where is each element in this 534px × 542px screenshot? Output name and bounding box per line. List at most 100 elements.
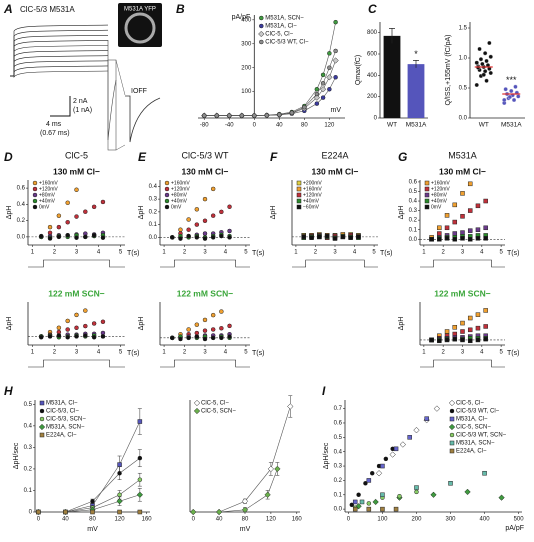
y-tick-label: 0.5 — [24, 402, 33, 408]
point — [219, 233, 224, 239]
y-tick-label: 0.4 — [149, 184, 158, 190]
point — [74, 187, 79, 192]
bar — [407, 64, 425, 118]
point — [397, 493, 402, 499]
point — [452, 336, 458, 342]
point — [186, 233, 191, 239]
legend-label: M531A, SCN− — [46, 425, 85, 431]
point — [74, 214, 79, 219]
scale-y-alt: (1 nA) — [73, 107, 92, 114]
point — [460, 214, 465, 219]
point — [467, 181, 473, 187]
point — [202, 336, 208, 342]
legend-marker — [424, 180, 430, 186]
x-tick-label: 80 — [301, 123, 308, 129]
point — [475, 203, 481, 209]
y-tick-label: 0.4 — [24, 423, 33, 429]
x-tick-label: 0 — [37, 517, 41, 523]
legend-label: E224A, Cl− — [46, 433, 77, 439]
legend-label: M531A, Cl− — [456, 417, 488, 423]
chart-title: ClC-5 — [65, 150, 88, 160]
current-trace — [10, 70, 109, 78]
point — [186, 327, 191, 332]
point — [393, 446, 399, 452]
point — [380, 463, 385, 469]
point — [38, 233, 44, 239]
point — [100, 334, 106, 339]
point — [90, 498, 95, 504]
point — [511, 97, 517, 103]
legend-label: +40mV — [303, 198, 320, 204]
y-tick-label: 0.2 — [409, 218, 418, 224]
y-tick-label: 0.1 — [334, 492, 343, 498]
point — [215, 508, 223, 516]
y-axis-label: Qmax(fC) — [355, 55, 362, 85]
point — [327, 87, 332, 92]
point — [100, 319, 106, 325]
point — [433, 405, 441, 412]
point — [241, 506, 249, 513]
x-axis-label: pA/pF — [505, 525, 524, 532]
point — [482, 69, 488, 74]
x-tick-label: 5 — [372, 250, 376, 256]
point — [194, 334, 200, 339]
point — [503, 87, 508, 92]
panel-label: I — [322, 384, 326, 398]
x-tick-label: 2 — [53, 250, 57, 256]
point — [383, 456, 389, 462]
chart-title: E224A — [321, 150, 348, 160]
x-tick-label: 1 — [422, 250, 426, 256]
point — [74, 312, 79, 318]
legend-marker — [448, 399, 456, 407]
point — [460, 329, 465, 334]
legend-label: +120mV — [431, 186, 450, 192]
legend-marker — [258, 30, 265, 38]
point — [47, 334, 53, 339]
point — [190, 508, 197, 516]
x-tick-label: 3 — [75, 350, 79, 356]
point — [483, 308, 488, 313]
legend-label: +160mV — [303, 186, 322, 192]
x-tick-label: -40 — [225, 123, 234, 129]
y-axis-label: ΔpH — [270, 206, 277, 220]
point — [227, 204, 232, 210]
legend-label: +80mV — [39, 192, 56, 198]
point — [333, 75, 338, 80]
x-tick-label: 3 — [461, 350, 465, 356]
legend-marker — [449, 432, 455, 438]
x-tick-label: 4 — [97, 350, 101, 356]
point — [302, 104, 307, 110]
y-tick-label: 0.2 — [24, 467, 33, 473]
y-tick-label: 0.6 — [17, 186, 26, 192]
point — [116, 498, 123, 505]
point — [274, 465, 281, 473]
scale-x-alt: (0.67 ms) — [40, 130, 70, 137]
point — [314, 91, 320, 97]
point — [437, 231, 442, 236]
point — [327, 51, 332, 56]
x-axis-label: mV — [87, 526, 98, 533]
legend-label: M531A, Cl− — [46, 401, 78, 407]
trace-title: ClC-5/3 M531A — [20, 5, 75, 14]
point — [507, 94, 513, 100]
point — [332, 236, 338, 241]
y-tick-label: 0.1 — [149, 222, 158, 228]
point — [498, 494, 505, 501]
x-tick-label: 3 — [203, 250, 207, 256]
y-axis-label: ΔpH — [6, 317, 13, 331]
legend-label: ClC-5/3 WT, Cl− — [456, 409, 500, 415]
point — [210, 213, 216, 218]
cell-image — [124, 12, 156, 44]
point — [202, 196, 208, 202]
panel-label: G — [398, 150, 407, 164]
point — [239, 113, 245, 118]
y-tick-label: 0.0 — [409, 237, 418, 243]
point — [483, 225, 488, 231]
point — [317, 234, 322, 240]
point — [314, 87, 320, 92]
x-tick-label: 40 — [276, 123, 283, 129]
x-tick-label: 4 — [480, 350, 484, 356]
point — [475, 337, 481, 343]
x-axis-label: T(s) — [507, 350, 519, 357]
